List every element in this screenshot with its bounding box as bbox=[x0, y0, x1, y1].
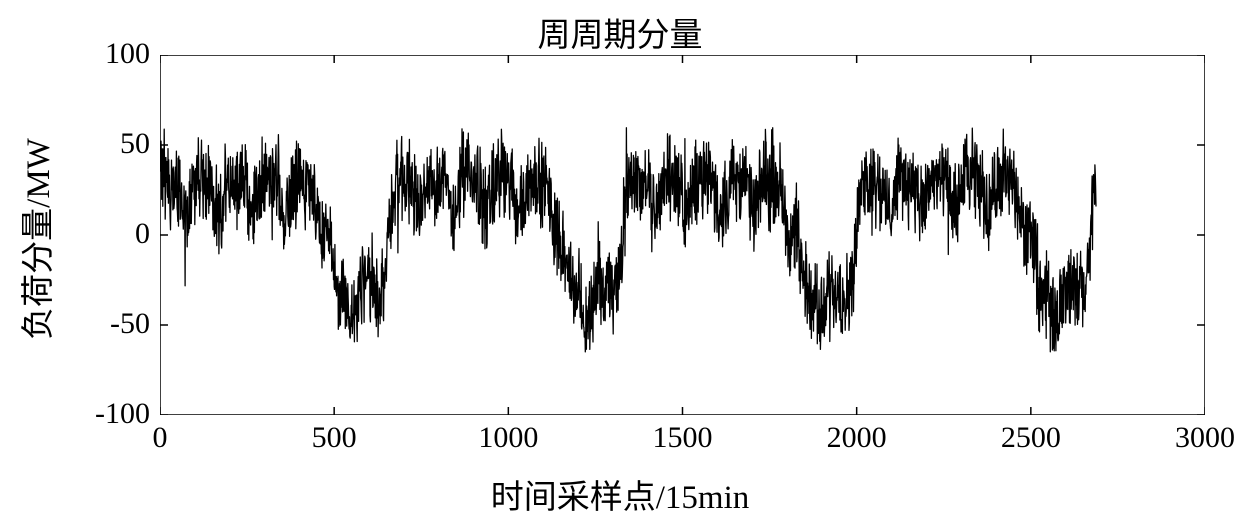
y-tick-label: 0 bbox=[60, 217, 150, 251]
y-tick-label: -100 bbox=[60, 397, 150, 431]
y-tick-label: 100 bbox=[60, 37, 150, 71]
x-tick-label: 1000 bbox=[468, 421, 548, 455]
plot-area bbox=[160, 55, 1205, 415]
y-tick-label: 50 bbox=[60, 127, 150, 161]
x-tick-label: 500 bbox=[294, 421, 374, 455]
x-tick-label: 3000 bbox=[1165, 421, 1240, 455]
x-axis-label: 时间采样点/15min bbox=[0, 470, 1240, 518]
y-tick-label: -50 bbox=[60, 307, 150, 341]
chart-title: 周周期分量 bbox=[0, 8, 1240, 56]
x-tick-label: 2000 bbox=[817, 421, 897, 455]
y-axis-label: 负荷分量/MW bbox=[11, 89, 59, 389]
x-tick-label: 2500 bbox=[991, 421, 1071, 455]
x-tick-label: 1500 bbox=[643, 421, 723, 455]
